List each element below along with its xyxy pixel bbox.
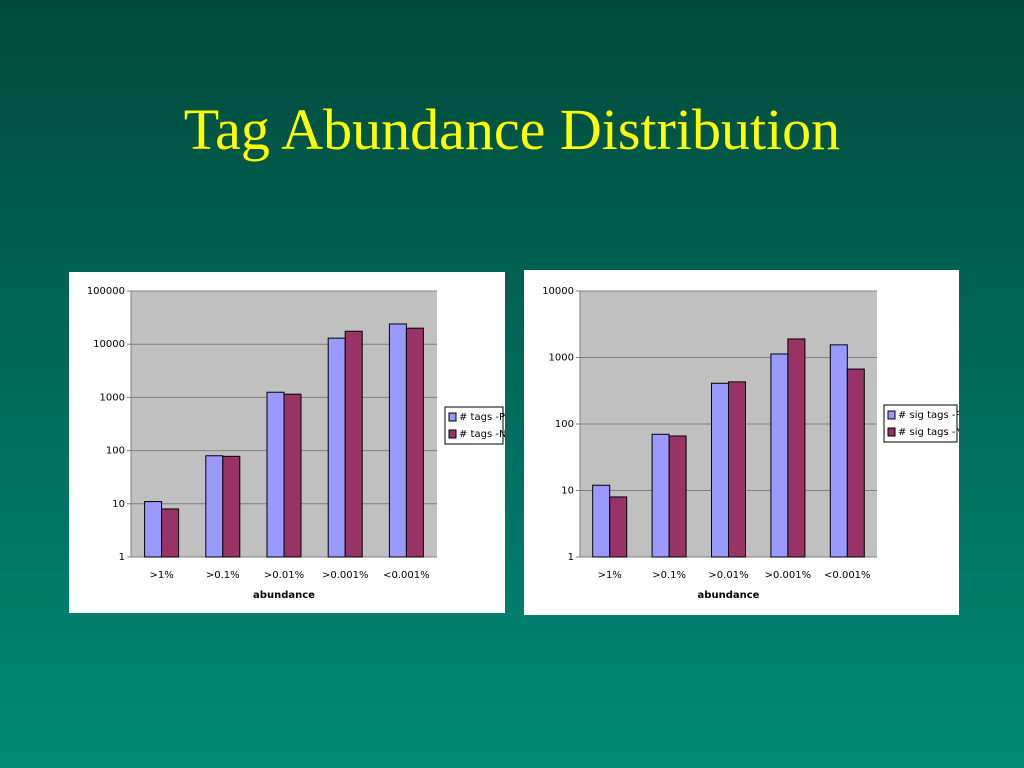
x-tick-label: >0.1% xyxy=(652,570,686,581)
bar xyxy=(222,455,241,558)
bar xyxy=(266,391,285,558)
x-axis-label: abundance xyxy=(253,590,315,601)
legend-label: # tags -P xyxy=(459,412,505,423)
bar xyxy=(846,368,865,558)
y-tick-label: 10000 xyxy=(93,339,125,350)
slide-title: Tag Abundance Distribution xyxy=(183,97,841,162)
bar xyxy=(668,435,687,558)
legend-swatch xyxy=(887,410,896,420)
x-axis-label: abundance xyxy=(698,590,760,601)
x-tick-label: >0.01% xyxy=(708,570,748,581)
x-tick-label: >1% xyxy=(149,570,173,581)
y-tick-label: 10000 xyxy=(542,286,574,297)
x-tick-label: <0.001% xyxy=(383,570,430,581)
y-tick-label: 1 xyxy=(568,552,574,563)
legend-swatch xyxy=(887,427,896,437)
bar xyxy=(144,501,163,558)
legend-swatch xyxy=(448,429,457,439)
y-tick-label: 100 xyxy=(555,419,574,430)
chart: 1 10 100 1000 10000 100000 >1% >0.1% >0.01% >0.00… xyxy=(69,272,505,613)
legend-swatch xyxy=(448,412,457,422)
x-tick-label: >0.001% xyxy=(765,570,812,581)
bar xyxy=(592,484,611,558)
y-tick-label: 1000 xyxy=(100,392,125,403)
bar xyxy=(205,455,224,558)
bar xyxy=(388,323,407,558)
bar xyxy=(405,327,424,558)
legend-label: # sig tags -N xyxy=(898,427,959,438)
x-tick-label: >0.01% xyxy=(264,570,304,581)
bar xyxy=(283,393,302,558)
x-tick-label: <0.001% xyxy=(824,570,871,581)
x-tick-label: >1% xyxy=(598,570,622,581)
bar xyxy=(711,382,729,558)
bar xyxy=(829,344,848,558)
y-tick-label: 1 xyxy=(119,552,125,563)
bar xyxy=(344,330,363,558)
chart: 1 10 100 1000 10000 >1% >0.1% >0.01% >0.001% <0.0… xyxy=(524,270,959,615)
x-tick-label: >0.001% xyxy=(322,570,369,581)
legend-label: # sig tags -P xyxy=(898,410,959,421)
y-tick-label: 1000 xyxy=(549,353,574,364)
bar xyxy=(161,508,180,558)
y-tick-label: 10 xyxy=(112,499,125,510)
y-tick-label: 10 xyxy=(561,486,574,497)
bar xyxy=(770,353,789,558)
bar xyxy=(651,433,670,558)
x-tick-label: >0.1% xyxy=(206,570,240,581)
bar xyxy=(609,496,628,558)
legend-box xyxy=(883,404,958,443)
bar xyxy=(327,337,346,558)
y-tick-label: 100000 xyxy=(87,286,125,297)
bar xyxy=(728,381,746,558)
bar xyxy=(787,338,806,558)
y-tick-label: 100 xyxy=(106,446,125,457)
legend-label: # tags -N xyxy=(459,429,505,440)
